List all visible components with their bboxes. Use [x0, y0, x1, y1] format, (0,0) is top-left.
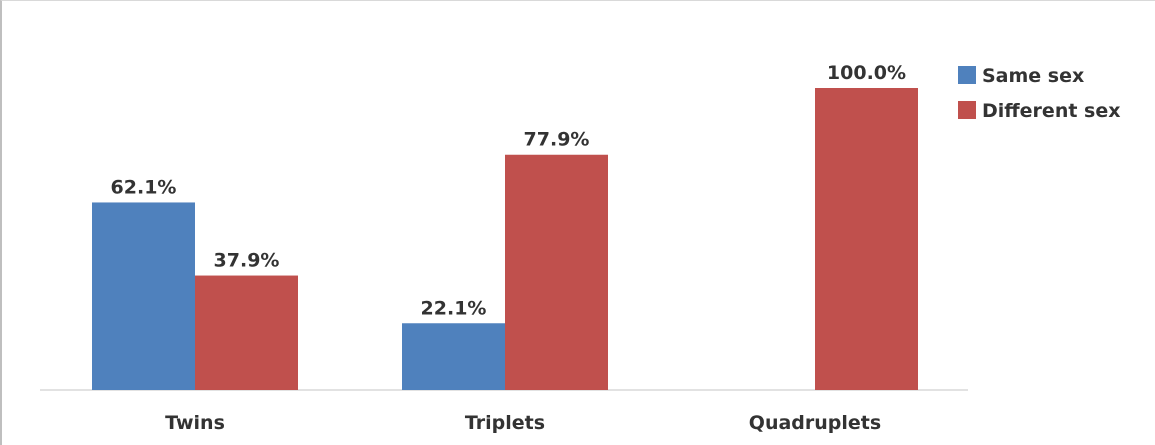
legend-swatch-different-sex	[958, 101, 976, 119]
legend-swatch-same-sex	[958, 66, 976, 84]
bar-quadruplets-different-sex	[815, 88, 918, 390]
tick-label-quadruplets: Quadruplets	[749, 412, 881, 434]
bars-group	[92, 88, 918, 390]
legend-label-different-sex: Different sex	[982, 100, 1121, 122]
data-label-quadruplets-different-sex: 100.0%	[827, 62, 906, 84]
bar-twins-same-sex	[92, 202, 195, 390]
legend: Same sex Different sex	[958, 65, 1121, 122]
data-label-triplets-different-sex: 77.9%	[524, 129, 590, 151]
tick-label-twins: Twins	[165, 412, 225, 434]
category-ticks-group: Twins Triplets Quadruplets	[165, 412, 881, 434]
data-label-twins-different-sex: 37.9%	[214, 250, 280, 272]
data-labels-group: 62.1% 37.9% 22.1% 77.9% 100.0%	[111, 62, 907, 319]
bar-triplets-different-sex	[505, 154, 608, 390]
data-label-twins-same-sex: 62.1%	[111, 176, 177, 198]
legend-label-same-sex: Same sex	[982, 65, 1084, 87]
bar-twins-different-sex	[195, 275, 298, 390]
data-label-triplets-same-sex: 22.1%	[421, 297, 487, 319]
tick-label-triplets: Triplets	[465, 412, 545, 434]
bar-triplets-same-sex	[402, 323, 505, 390]
